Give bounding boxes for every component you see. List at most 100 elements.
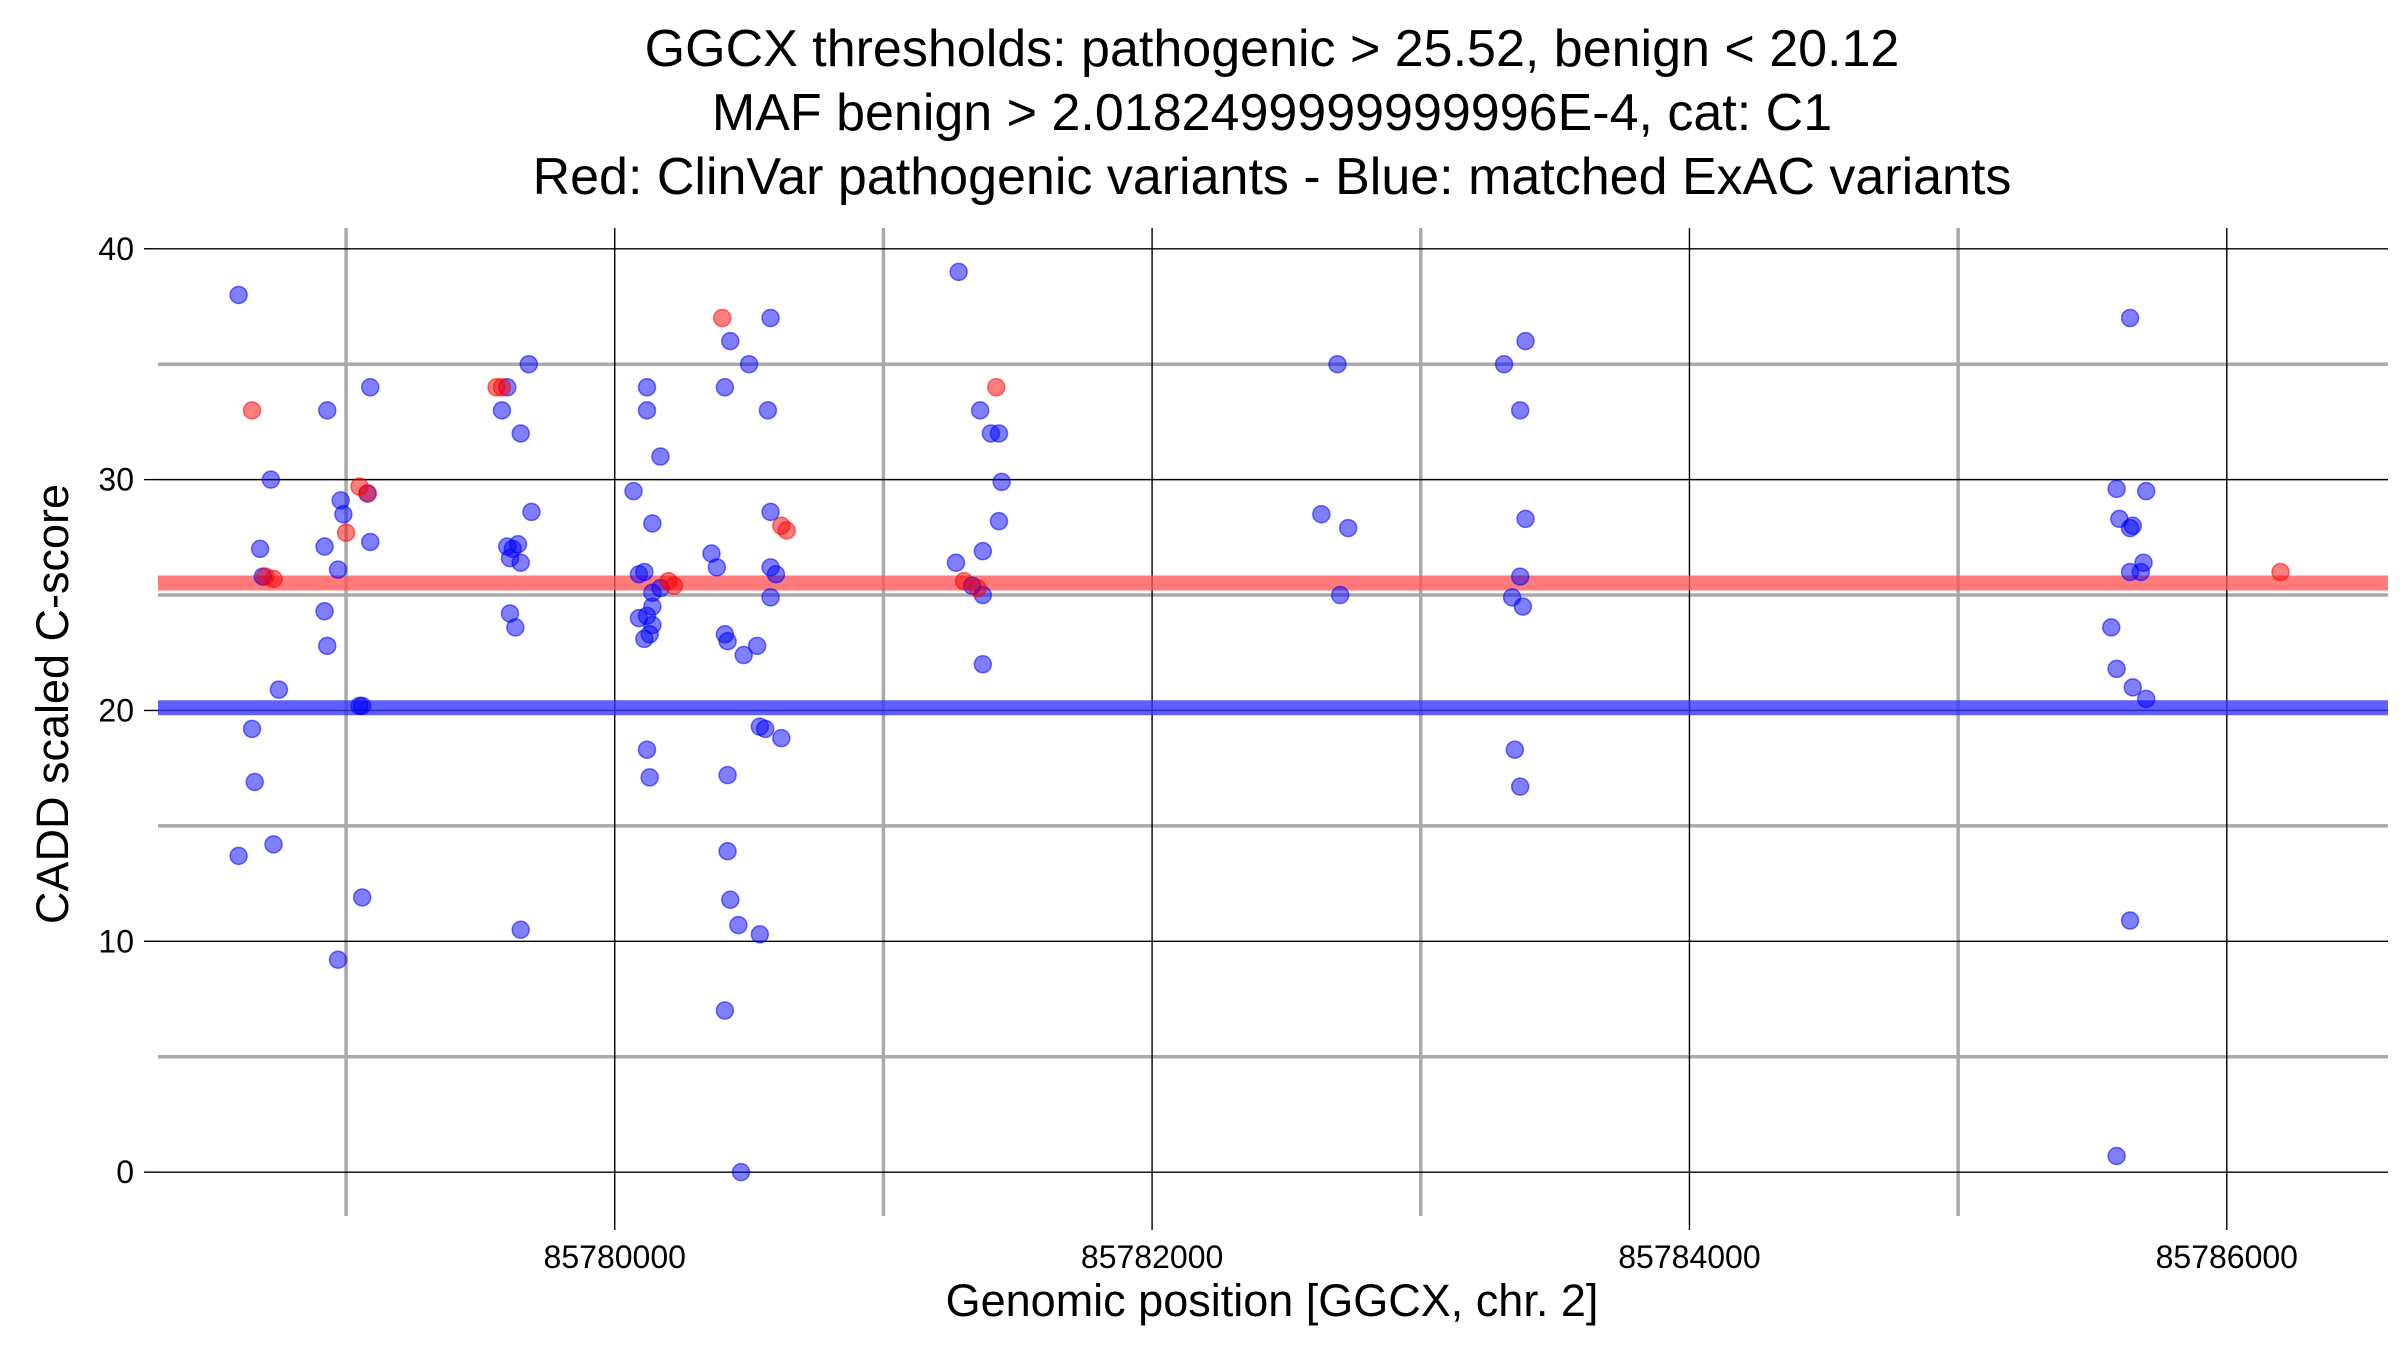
benign-point — [2107, 479, 2126, 499]
y-tick-label: 20 — [98, 692, 134, 728]
x-axis: 85780000 85782000 85784000 85786000 — [544, 1216, 2298, 1275]
data-points — [229, 262, 2290, 1182]
benign-point — [715, 378, 735, 397]
pathogenic-point — [987, 378, 1006, 397]
benign-point — [1328, 354, 1347, 374]
pathogenic-point — [968, 578, 987, 598]
y-axis-title: CADD scaled C-score — [27, 484, 78, 924]
benign-point — [949, 262, 968, 282]
benign-point — [637, 401, 657, 420]
benign-point — [731, 1162, 751, 1182]
benign-point — [1510, 401, 1530, 420]
benign-point — [758, 401, 778, 420]
benign-point — [643, 514, 662, 533]
pathogenic-point — [358, 484, 377, 503]
benign-point — [2123, 678, 2143, 697]
benign-point — [973, 655, 993, 674]
chart-title-line-2: MAF benign > 2.0182499999999996E-4, cat:… — [712, 84, 1832, 142]
benign-point — [352, 888, 372, 907]
benign-point — [755, 719, 775, 739]
benign-point — [361, 532, 380, 552]
benign-point — [328, 560, 348, 579]
benign-point — [2107, 659, 2126, 679]
benign-point — [721, 331, 740, 351]
benign-point — [506, 618, 525, 637]
benign-point — [522, 502, 541, 522]
pathogenic-point — [336, 523, 356, 542]
y-tick-label: 10 — [98, 923, 134, 959]
benign-point — [264, 835, 283, 854]
benign-point — [245, 772, 264, 792]
benign-point — [640, 768, 659, 787]
benign-point — [492, 401, 512, 420]
benign-point — [747, 636, 767, 656]
benign-point — [1510, 567, 1530, 586]
pathogenic-point — [712, 308, 732, 328]
benign-point — [718, 842, 737, 861]
pathogenic-point — [242, 401, 262, 420]
y-tick-label: 0 — [116, 1154, 134, 1190]
benign-point — [2107, 1146, 2126, 1166]
x-axis-title: Genomic position [GGCX, chr. 2] — [946, 1275, 1599, 1326]
benign-point — [352, 696, 372, 716]
benign-point — [511, 553, 530, 572]
benign-point — [970, 401, 990, 420]
benign-point — [1330, 585, 1350, 605]
benign-point — [511, 424, 530, 443]
benign-point — [637, 378, 657, 397]
benign-point — [511, 920, 530, 940]
benign-point — [734, 645, 753, 665]
benign-point — [989, 424, 1009, 443]
benign-point — [1516, 509, 1535, 529]
benign-point — [318, 401, 337, 420]
benign-point — [361, 378, 380, 397]
benign-point — [229, 285, 248, 305]
benign-point — [2123, 516, 2143, 536]
benign-point — [1494, 354, 1514, 374]
y-tick-label: 40 — [98, 231, 134, 267]
pathogenic-point — [664, 576, 684, 596]
pathogenic-point — [487, 378, 506, 397]
y-axis: 0 10 20 30 40 — [98, 231, 158, 1190]
benign-point — [2102, 618, 2121, 637]
benign-point — [261, 470, 281, 489]
benign-point — [992, 472, 1011, 492]
benign-point — [2131, 562, 2151, 582]
benign-point — [1513, 597, 1533, 616]
benign-point — [328, 950, 348, 970]
y-tick-label: 30 — [98, 462, 134, 498]
benign-point — [761, 308, 780, 328]
x-tick-label: 85780000 — [544, 1239, 686, 1275]
benign-point — [2120, 911, 2140, 930]
benign-point — [269, 680, 289, 699]
x-tick-label: 85786000 — [2156, 1239, 2298, 1275]
benign-point — [2136, 481, 2156, 501]
benign-point — [718, 765, 737, 785]
benign-point — [721, 890, 740, 909]
benign-point — [739, 354, 759, 374]
benign-point — [2120, 308, 2140, 328]
chart-title-line-3: Red: ClinVar pathogenic variants - Blue:… — [533, 148, 2012, 206]
benign-point — [318, 636, 337, 656]
benign-point — [640, 625, 659, 644]
benign-point — [1338, 518, 1358, 538]
benign-point — [1312, 504, 1331, 524]
benign-point — [2136, 689, 2156, 709]
benign-point — [315, 537, 334, 556]
benign-point — [989, 511, 1009, 531]
benign-point — [761, 588, 780, 607]
pathogenic-point — [2271, 562, 2290, 582]
benign-point — [766, 565, 786, 584]
chart-title-line-1: GGCX thresholds: pathogenic > 25.52, ben… — [645, 20, 1900, 78]
benign-point — [651, 447, 670, 466]
benign-point — [718, 631, 737, 651]
benign-point — [637, 740, 657, 759]
benign-point — [707, 558, 727, 577]
benign-point — [635, 562, 654, 582]
benign-point — [1510, 777, 1530, 796]
benign-point — [946, 553, 966, 572]
chart-title: GGCX thresholds: pathogenic > 25.52, ben… — [533, 20, 2012, 206]
benign-point — [772, 728, 791, 748]
